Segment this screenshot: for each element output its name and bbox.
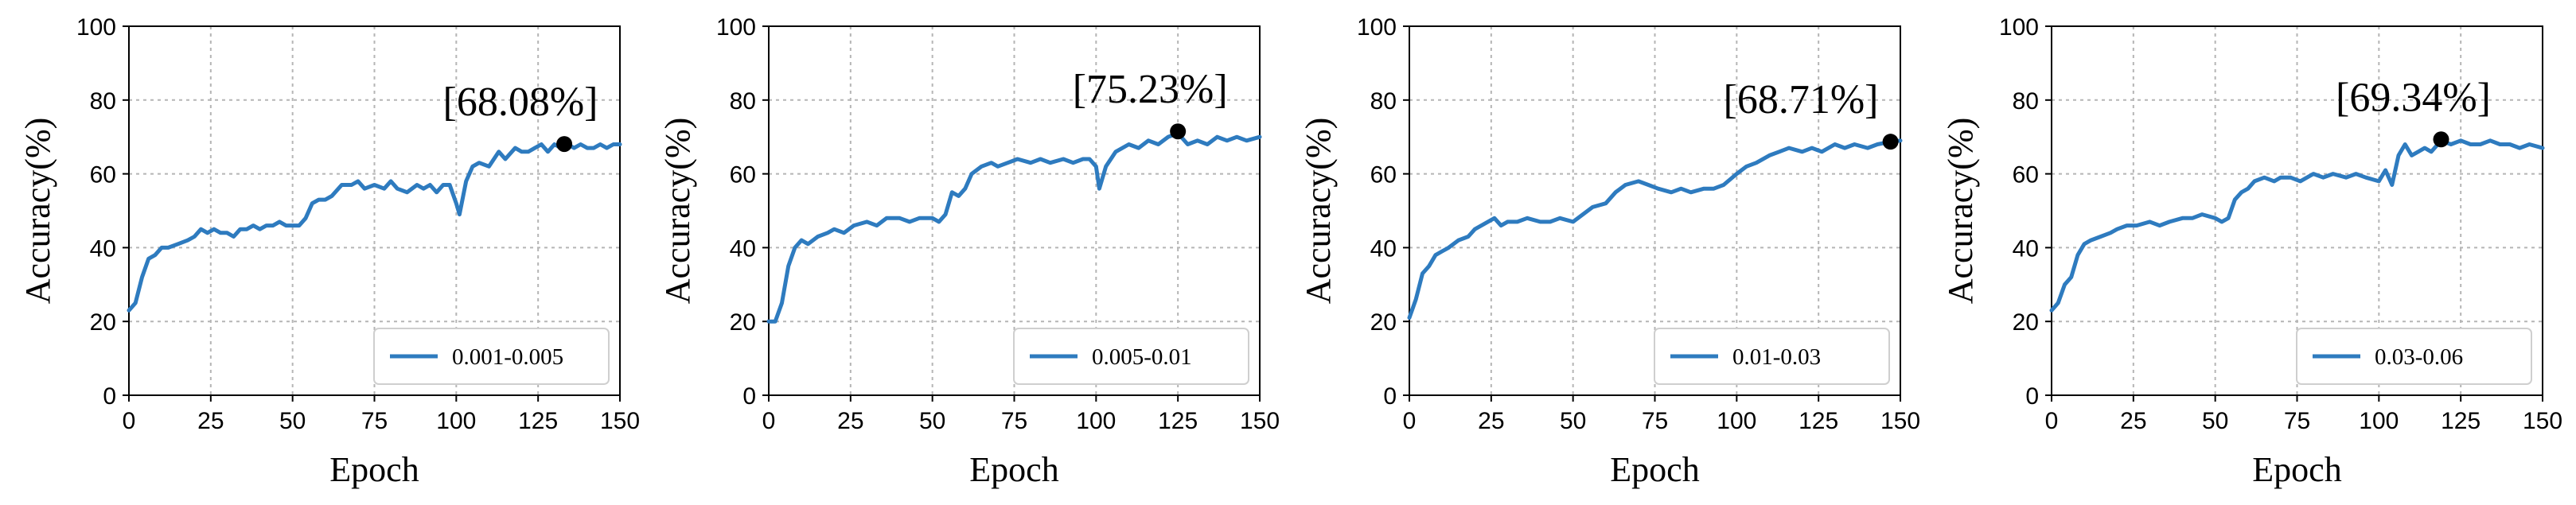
legend-box — [2296, 328, 2532, 385]
y-tick-label: 80 — [1370, 88, 1397, 115]
legend: 0.005-0.01 — [1013, 328, 1249, 385]
best-accuracy-annotation: [75.23%] — [1073, 67, 1228, 112]
best-accuracy-marker — [1170, 123, 1187, 140]
y-axis-label: Accuracy(%) — [1299, 118, 1338, 305]
y-tick-label: 40 — [90, 235, 116, 262]
x-axis-label: Epoch — [969, 450, 1058, 489]
best-accuracy-marker — [2433, 131, 2449, 148]
x-tick-label: 100 — [436, 408, 476, 434]
x-tick-label: 125 — [518, 408, 558, 434]
y-tick-label: 60 — [730, 162, 756, 188]
x-axis-label: Epoch — [329, 450, 419, 489]
y-tick-label: 20 — [730, 309, 756, 336]
legend-label: 0.001-0.005 — [452, 344, 563, 370]
x-tick-label: 50 — [1560, 408, 1586, 434]
series-line — [2049, 138, 2545, 313]
x-tick-label: 50 — [279, 408, 306, 434]
legend: 0.03-0.06 — [2296, 328, 2532, 385]
y-axis-label: Accuracy(%) — [18, 118, 57, 305]
y-tick-label: 80 — [730, 88, 756, 115]
best-accuracy-marker — [1882, 134, 1899, 150]
x-tick-label: 75 — [1001, 408, 1027, 434]
x-tick-label: 25 — [1478, 408, 1504, 434]
legend-label: 0.03-0.06 — [2375, 344, 2463, 370]
legend-box — [373, 328, 610, 385]
y-tick-label: 40 — [730, 235, 756, 262]
y-tick-label: 20 — [1370, 309, 1397, 336]
x-tick-label: 150 — [1240, 408, 1280, 434]
x-tick-label: 25 — [197, 408, 224, 434]
best-accuracy-annotation: [68.71%] — [1724, 77, 1879, 122]
series-line — [127, 142, 622, 313]
y-axis-label: Accuracy(%) — [658, 118, 697, 305]
y-tick-label: 40 — [2013, 235, 2039, 262]
y-tick-label: 60 — [90, 162, 116, 188]
x-tick-label: 50 — [2202, 408, 2228, 434]
x-tick-label: 0 — [1403, 408, 1417, 434]
chart-panel-2: 0 25 50 75 100 125 150 0 20 40 60 80 100 Epoch Accurac… — [658, 14, 1280, 489]
y-axis-label: Accuracy(%) — [1941, 118, 1980, 305]
x-tick-label: 100 — [1717, 408, 1756, 434]
best-accuracy-annotation: [69.34%] — [2336, 75, 2491, 120]
x-tick-label: 100 — [2359, 408, 2399, 434]
legend-box — [1013, 328, 1249, 385]
series-line — [1407, 138, 1903, 320]
x-axis-label: Epoch — [2252, 450, 2341, 489]
x-tick-label: 0 — [2045, 408, 2059, 434]
x-tick-label: 150 — [1880, 408, 1920, 434]
chart-panel-1: 0 25 50 75 100 125 150 0 20 40 60 80 100 Epoch Accurac… — [18, 14, 640, 489]
best-accuracy-marker — [556, 136, 573, 153]
x-tick-label: 25 — [837, 408, 863, 434]
y-tick-label: 0 — [1383, 383, 1397, 410]
x-tick-label: 125 — [1799, 408, 1838, 434]
y-tick-label: 0 — [2025, 383, 2039, 410]
y-tick-label: 40 — [1370, 235, 1397, 262]
y-tick-label: 80 — [2013, 88, 2039, 115]
x-tick-label: 150 — [600, 408, 640, 434]
y-tick-label: 100 — [716, 14, 756, 41]
legend-label: 0.01-0.03 — [1732, 344, 1821, 370]
legend: 0.001-0.005 — [373, 328, 610, 385]
x-tick-label: 75 — [1642, 408, 1668, 434]
chart-panel-3: 0 25 50 75 100 125 150 0 20 40 60 80 100 Epoch Accurac… — [1299, 14, 1920, 489]
x-tick-label: 125 — [1158, 408, 1198, 434]
y-tick-label: 80 — [90, 88, 116, 115]
x-tick-label: 75 — [361, 408, 388, 434]
x-tick-label: 100 — [1076, 408, 1116, 434]
y-tick-label: 60 — [2013, 162, 2039, 188]
y-tick-label: 0 — [742, 383, 756, 410]
y-tick-label: 0 — [103, 383, 116, 410]
legend-label: 0.005-0.01 — [1092, 344, 1192, 370]
y-tick-label: 20 — [2013, 309, 2039, 336]
x-tick-label: 125 — [2441, 408, 2481, 434]
x-axis-label: Epoch — [1610, 450, 1699, 489]
legend-box — [1654, 328, 1890, 385]
x-tick-label: 75 — [2284, 408, 2310, 434]
x-tick-label: 50 — [919, 408, 945, 434]
y-tick-label: 100 — [1357, 14, 1397, 41]
x-tick-label: 0 — [123, 408, 136, 434]
y-tick-label: 60 — [1370, 162, 1397, 188]
x-tick-label: 0 — [762, 408, 776, 434]
best-accuracy-annotation: [68.08%] — [443, 80, 598, 125]
legend: 0.01-0.03 — [1654, 328, 1890, 385]
y-tick-label: 100 — [76, 14, 116, 41]
x-tick-label: 25 — [2120, 408, 2146, 434]
y-tick-label: 100 — [1999, 14, 2039, 41]
x-tick-label: 150 — [2523, 408, 2562, 434]
chart-panel-4: 0 25 50 75 100 125 150 0 20 40 60 80 100 Epoch Accurac… — [1941, 14, 2562, 489]
y-tick-label: 20 — [90, 309, 116, 336]
series-line — [766, 131, 1262, 324]
